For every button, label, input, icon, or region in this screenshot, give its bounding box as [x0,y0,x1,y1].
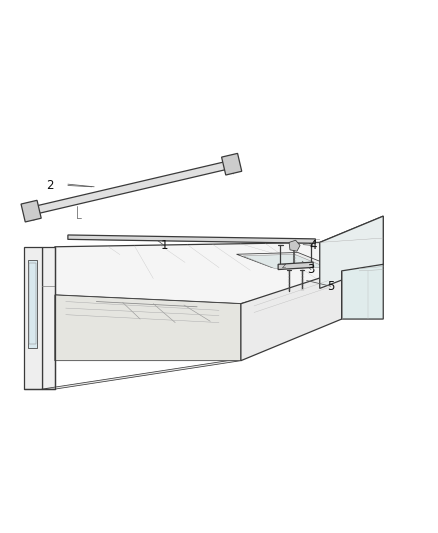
Polygon shape [24,247,42,389]
Polygon shape [21,200,41,222]
Polygon shape [28,160,235,215]
Polygon shape [237,253,333,268]
Text: 2: 2 [46,179,54,192]
Polygon shape [241,271,342,361]
Polygon shape [68,235,315,243]
Polygon shape [28,260,37,348]
Polygon shape [42,247,55,389]
Text: 5: 5 [327,280,334,293]
Polygon shape [243,254,326,269]
Text: Z: Z [282,264,286,269]
Polygon shape [55,216,383,304]
Polygon shape [278,262,313,270]
Polygon shape [222,154,242,175]
Polygon shape [55,295,241,361]
Polygon shape [42,361,241,389]
Polygon shape [320,216,383,288]
Polygon shape [342,264,383,319]
Text: 3: 3 [307,263,314,276]
Polygon shape [289,240,300,251]
Text: 1: 1 [160,239,168,252]
Text: 4: 4 [309,239,317,252]
